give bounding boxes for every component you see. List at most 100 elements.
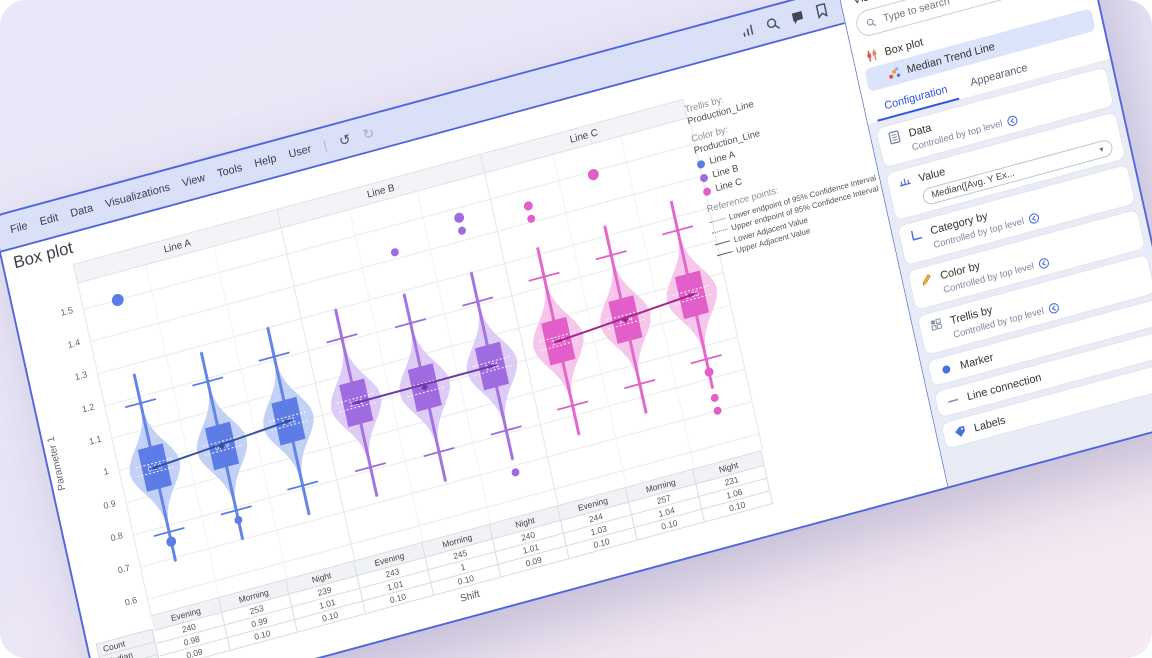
y-tick-label: 1.3 <box>74 369 89 383</box>
tree-item-median-trend-line[interactable]: Median Trend Line <box>864 8 1096 92</box>
series-color-dot <box>702 186 712 197</box>
solid-line-sample <box>717 251 733 257</box>
menu-view[interactable]: View <box>181 171 207 190</box>
search-icon[interactable] <box>764 15 781 32</box>
redo-icon[interactable]: ↻ <box>361 124 376 143</box>
series-color-dot <box>699 172 709 183</box>
upper-adjacent-cap <box>125 398 157 409</box>
section-card-line-connection[interactable]: Line connection <box>933 329 1152 419</box>
outlier-dot[interactable] <box>523 200 534 211</box>
lower-adjacent-cap <box>423 447 455 458</box>
gridline <box>287 198 492 255</box>
box-plot-icon <box>867 49 877 62</box>
trend-midpoint-marker <box>218 442 226 450</box>
section-title-row: Labels <box>953 371 1152 440</box>
y-tick-label: 1.4 <box>66 337 82 351</box>
controlled-link-wrap[interactable] <box>1037 257 1050 271</box>
controlled-link-icon[interactable] <box>1047 302 1060 316</box>
outlier-dot[interactable] <box>165 535 177 547</box>
outlier-dot[interactable] <box>453 212 465 224</box>
trend-arrowhead <box>284 418 296 425</box>
upper-adjacent-cap <box>326 333 358 344</box>
bookmark-icon[interactable] <box>814 2 829 20</box>
controlled-link-icon[interactable] <box>1006 114 1019 128</box>
section-card-marker[interactable]: Marker <box>926 298 1152 388</box>
section-title-row: Value <box>897 121 1109 190</box>
controlled-by-row: Controlled by top level <box>952 279 1143 341</box>
legend: Trellis by: Production_Line Color by: Pr… <box>684 60 883 260</box>
outlier-dot[interactable] <box>457 226 466 236</box>
y-tick-label: 0.8 <box>109 530 124 544</box>
y-tick-label: 1.2 <box>81 401 96 415</box>
menu-tools[interactable]: Tools <box>216 161 244 181</box>
chevron-down-icon: ▾ <box>1098 144 1105 155</box>
controlled-link-icon[interactable] <box>1028 212 1041 226</box>
section-card-value[interactable]: Value Median([Avg. Y Ex... ▾ <box>885 111 1127 222</box>
outlier-dot[interactable] <box>511 467 520 477</box>
section-title-row: Category by <box>909 173 1121 242</box>
trend-arrowhead <box>349 399 360 405</box>
outlier-dot[interactable] <box>234 515 243 525</box>
properties-sidebar: Visualization properties ⋮ Box plot Medi… <box>837 0 1152 487</box>
undo-icon[interactable]: ↺ <box>337 130 353 150</box>
controlled-link-wrap[interactable] <box>1047 302 1060 316</box>
outlier-dot[interactable] <box>710 393 719 403</box>
section-card-labels[interactable]: Labels <box>940 360 1152 450</box>
outlier-dot[interactable] <box>390 247 399 257</box>
column-separator <box>349 209 424 542</box>
trend-arrowhead <box>688 292 699 298</box>
outlier-dot[interactable] <box>111 293 125 308</box>
menu-data[interactable]: Data <box>69 202 95 220</box>
controlled-by-row: Controlled by top level <box>942 234 1133 296</box>
summary-table-row-labels: CountMedianStdDev <box>95 628 162 658</box>
menu-visualizations[interactable]: Visualizations <box>104 181 172 211</box>
labels-icon <box>953 424 968 440</box>
controlled-link-wrap[interactable] <box>1028 212 1041 226</box>
search-icon <box>866 18 877 26</box>
sidebar-sections: Data Controlled by top level Value Median([… <box>868 59 1152 487</box>
upper-adjacent-cap <box>528 271 560 282</box>
trellis-panel-line-b: Line B1.0111.01EveningMorningNight243245… <box>276 153 570 615</box>
menu-edit[interactable]: Edit <box>38 211 60 229</box>
dotted-line-sample <box>709 217 726 223</box>
column-separator <box>416 191 492 524</box>
lower-adjacent-cap <box>490 425 522 436</box>
menu-file[interactable]: File <box>9 219 29 237</box>
lower-adjacent-cap <box>220 505 252 516</box>
lower-adjacent-cap <box>354 462 387 473</box>
y-tick-label: 1.1 <box>88 434 103 448</box>
section-card-trellis-by[interactable]: Trellis by Controlled by top level <box>916 253 1152 356</box>
search-field[interactable] <box>853 0 1061 39</box>
section-card-category-by[interactable]: Category by Controlled by top level <box>896 163 1137 267</box>
data-icon <box>887 129 902 145</box>
main-column: File Edit Data Visualizations View Tools Help U… <box>0 0 883 658</box>
section-card-data[interactable]: Data Controlled by top level <box>875 66 1115 169</box>
outlier-dot[interactable] <box>527 214 536 224</box>
lower-adjacent-cap <box>153 526 185 538</box>
upper-adjacent-cap <box>662 225 694 236</box>
panel-plot: 1.031.041.06 <box>484 117 764 506</box>
upper-adjacent-cap <box>394 318 427 329</box>
controlled-link-wrap[interactable] <box>1006 114 1019 128</box>
menu-user[interactable]: User <box>287 143 313 161</box>
trellis-grid: Line A0.980.991.01EveningMorningNight240… <box>72 98 774 658</box>
tree-item-box-plot[interactable]: Box plot <box>852 0 1099 72</box>
trend-midpoint-marker <box>622 316 629 324</box>
analytics-levels-icon[interactable] <box>740 22 756 39</box>
panel-plot: 0.980.991.01 <box>77 228 356 616</box>
color-icon <box>919 272 934 288</box>
y-tick-label: 1 <box>102 466 110 478</box>
upper-adjacent-cap <box>258 351 290 362</box>
section-card-color-by[interactable]: Color by Controlled by top level <box>906 208 1147 312</box>
outlier-dot[interactable] <box>587 168 600 182</box>
chat-bubble-icon[interactable] <box>789 9 805 26</box>
outlier-dot[interactable] <box>704 367 715 378</box>
column-separator <box>213 246 288 579</box>
gridline <box>147 543 352 600</box>
controlled-link-icon[interactable] <box>1037 257 1050 271</box>
lower-adjacent-cap <box>287 480 319 491</box>
menu-help[interactable]: Help <box>253 152 278 171</box>
outlier-dot[interactable] <box>713 406 722 416</box>
series-color-dot <box>696 158 706 169</box>
